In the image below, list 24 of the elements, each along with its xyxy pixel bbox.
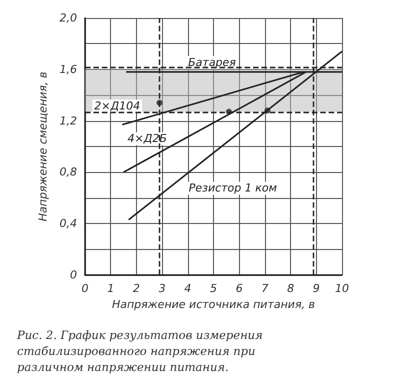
x-tick-label: 6 bbox=[236, 282, 243, 295]
y-tick-label: 0,8 bbox=[60, 166, 77, 179]
y-axis-title: Напряжение смещения, в bbox=[36, 72, 50, 222]
x-tick-label: 7 bbox=[261, 282, 268, 295]
text: Рис. 2. График результатов измерения стабилизированного напряжения при различном напряжении питания. bbox=[16, 328, 266, 374]
x-tick-label: 1 bbox=[107, 282, 114, 295]
y-tick-label: 2,0 bbox=[60, 12, 77, 24]
y-tick-label: 0,4 bbox=[60, 217, 77, 230]
y-tick-label: 0 bbox=[70, 268, 77, 282]
y-tick-label: 1,6 bbox=[60, 62, 77, 76]
x-tick-label: 4 bbox=[184, 282, 192, 295]
series-label: 4×Д2Б bbox=[128, 132, 167, 146]
series-label: 2×Д104 bbox=[94, 100, 140, 113]
x-tick-label: 3 bbox=[158, 282, 166, 295]
series-label: Батарея bbox=[188, 56, 236, 69]
y-tick-label: 1,2 bbox=[60, 114, 77, 128]
x-tick-label: 5 bbox=[210, 282, 217, 295]
x-tick-label: 2 bbox=[132, 282, 140, 295]
x-tick-label: 9 bbox=[312, 282, 320, 295]
x-tick-label: 0 bbox=[82, 282, 88, 295]
x-tick-label: 8 bbox=[287, 282, 294, 295]
series-label: Резистор 1 ком bbox=[188, 182, 277, 195]
x-tick-label: 10 bbox=[335, 282, 349, 295]
x-axis-title: Напряжение источника питания, в bbox=[112, 298, 316, 311]
